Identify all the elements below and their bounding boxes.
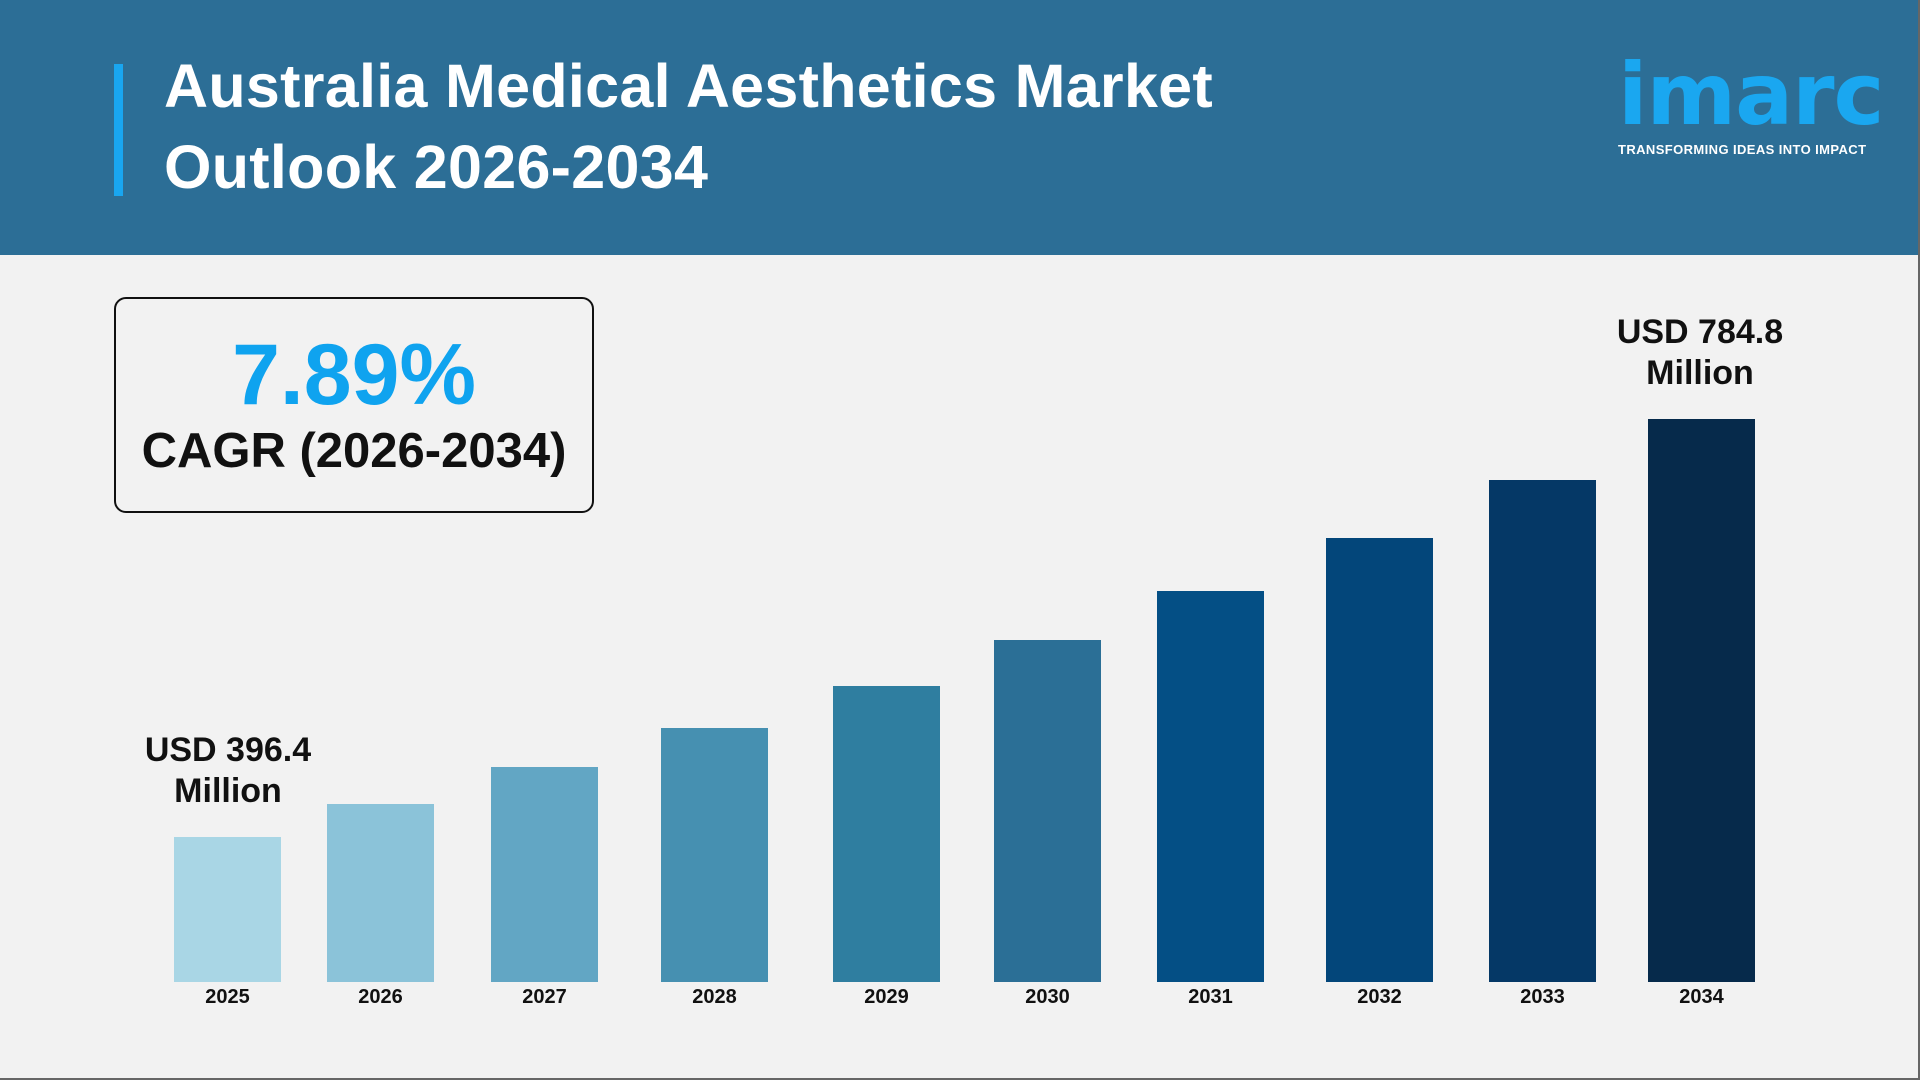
title-line-1: Australia Medical Aesthetics Market <box>164 52 1214 120</box>
year-label-2026: 2026 <box>358 986 403 1008</box>
year-label-2027: 2027 <box>522 986 567 1008</box>
logo-tagline: TRANSFORMING IDEAS INTO IMPACT <box>1618 142 1867 157</box>
logo-wordmark: imarc <box>1618 45 1885 145</box>
cagr-label: CAGR (2026-2034) <box>141 424 567 478</box>
first-value-label: USD 396.4 Million <box>98 730 358 812</box>
year-label-2029: 2029 <box>864 986 909 1008</box>
first-value-line-2: Million <box>174 772 282 810</box>
last-value-line-1: USD 784.8 <box>1616 313 1784 351</box>
bar-2027 <box>491 767 598 982</box>
bar-2033 <box>1489 480 1596 982</box>
bar-2032 <box>1326 537 1433 982</box>
bar-2030 <box>994 640 1101 982</box>
imarc-logo: imarc TRANSFORMING IDEAS INTO IMPACT <box>1618 45 1885 157</box>
year-label-2025: 2025 <box>205 986 250 1008</box>
bar-2031 <box>1157 590 1264 982</box>
cagr-value: 7.89% <box>232 327 476 423</box>
year-label-2030: 2030 <box>1025 986 1070 1008</box>
page-title: Australia Medical Aesthetics Market Outl… <box>164 46 1213 208</box>
header-banner: Australia Medical Aesthetics Market Outl… <box>0 0 1920 255</box>
bar-2026 <box>327 803 434 982</box>
last-value-line-2: Million <box>1646 354 1754 392</box>
last-value-label: USD 784.8 Million <box>1570 312 1830 394</box>
bar-2028 <box>661 728 768 982</box>
title-accent-bar <box>114 64 123 196</box>
year-label-2031: 2031 <box>1188 986 1233 1008</box>
year-label-2034: 2034 <box>1679 986 1724 1008</box>
year-label-2033: 2033 <box>1520 986 1565 1008</box>
year-label-2028: 2028 <box>692 986 737 1008</box>
cagr-box: 7.89% CAGR (2026-2034) <box>114 297 594 513</box>
year-label-2032: 2032 <box>1357 986 1402 1008</box>
bar-2034 <box>1648 419 1755 982</box>
first-value-line-1: USD 396.4 <box>144 731 312 769</box>
title-line-2: Outlook 2026-2034 <box>164 133 709 201</box>
bar-2029 <box>833 685 940 982</box>
bar-2025 <box>174 837 281 982</box>
